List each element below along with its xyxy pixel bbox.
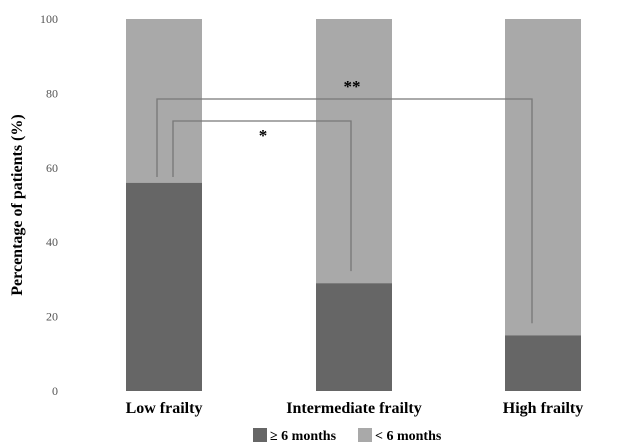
bar-segment-ge6-0 (126, 182, 202, 391)
legend-swatch (358, 428, 372, 442)
y-tick-label: 0 (52, 384, 58, 398)
x-category-label: Low frailty (126, 400, 203, 417)
y-tick-label: 80 (46, 86, 58, 100)
bars-group (126, 19, 581, 391)
significance-brackets: *** (156, 77, 533, 324)
bar-segment-ge6-2 (505, 335, 581, 391)
legend-label: < 6 months (375, 429, 442, 444)
significance-bracket (156, 98, 533, 324)
significance-bracket (172, 120, 352, 272)
y-tick-label: 60 (46, 161, 58, 175)
legend-label: ≥ 6 months (270, 429, 337, 444)
x-category-label: Intermediate frailty (286, 400, 422, 417)
significance-label: * (259, 126, 268, 145)
y-axis-ticks: 0 20 40 60 80 100 (40, 12, 58, 398)
x-category-label: High frailty (503, 400, 583, 417)
y-tick-label: 20 (46, 310, 58, 324)
bar-segment-ge6-1 (316, 283, 392, 391)
bar-segment-lt6-1 (316, 19, 392, 284)
significance-label: ** (344, 77, 361, 96)
x-axis-labels: Low frailty Intermediate frailty High frai… (126, 400, 584, 417)
legend-swatch (253, 428, 267, 442)
bar-segment-lt6-2 (505, 19, 581, 336)
legend: ≥ 6 months < 6 months (253, 428, 442, 444)
y-axis-title: Percentage of patients (%) (9, 114, 26, 295)
bar-segment-lt6-0 (126, 19, 202, 183)
y-tick-label: 40 (46, 235, 58, 249)
y-tick-label: 100 (40, 12, 58, 26)
